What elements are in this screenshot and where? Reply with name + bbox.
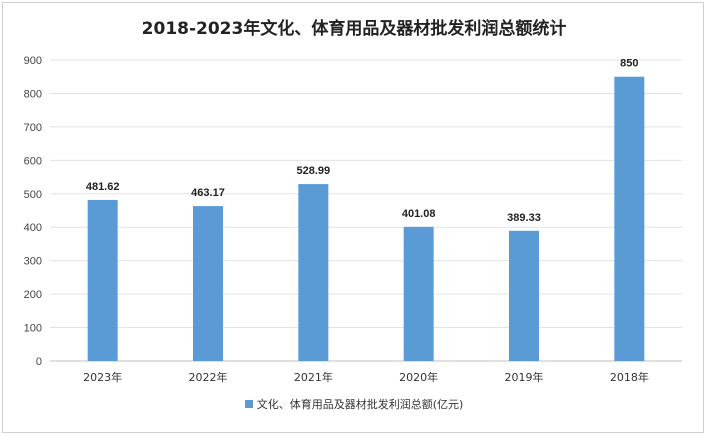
y-tick-label: 500 [24, 189, 42, 201]
y-tick-label: 200 [24, 289, 42, 301]
x-tick-label-5: 2018年 [610, 370, 649, 384]
bar-1 [193, 206, 223, 361]
x-tick-label-2: 2021年 [294, 370, 333, 384]
y-tick-label: 300 [24, 256, 42, 268]
y-tick-label: 600 [24, 155, 42, 167]
x-axis-labels: 2023年 2022年 2021年 2020年 2019年 2018年 [83, 370, 649, 384]
data-label-5: 850 [620, 58, 638, 70]
x-tick-label-3: 2020年 [399, 370, 438, 384]
x-tick-label-4: 2019年 [505, 370, 544, 384]
y-tick-label: 0 [36, 356, 42, 368]
x-tick-label-1: 2022年 [189, 370, 228, 384]
data-label-1: 463.17 [191, 187, 225, 199]
y-axis-ticks: 0 100 200 300 400 500 600 700 800 900 [24, 55, 42, 368]
bar-2 [298, 184, 329, 361]
y-tick-label: 400 [24, 222, 42, 234]
y-tick-label: 100 [24, 323, 42, 335]
bar-4 [509, 230, 539, 361]
gridlines [50, 59, 682, 362]
y-tick-label: 700 [24, 122, 42, 134]
data-labels: 481.62 463.17 528.99 401.08 389.33 850 [86, 58, 639, 224]
data-label-4: 389.33 [507, 212, 541, 224]
data-label-2: 528.99 [297, 165, 331, 177]
bar-0 [87, 199, 118, 361]
chart-title: 2018-2023年文化、体育用品及器材批发利润总额统计 [141, 19, 567, 39]
data-label-0: 481.62 [86, 181, 120, 193]
bar-5 [614, 76, 645, 361]
x-tick-label-0: 2023年 [83, 370, 122, 384]
legend-swatch [244, 400, 253, 408]
bars [87, 76, 645, 361]
legend: 文化、体育用品及器材批发利润总额(亿元) [0, 396, 708, 412]
y-tick-label: 900 [24, 55, 42, 67]
bar-3 [403, 226, 434, 361]
data-label-3: 401.08 [402, 208, 436, 220]
legend-label: 文化、体育用品及器材批发利润总额(亿元) [256, 398, 464, 411]
y-tick-label: 800 [24, 88, 42, 100]
